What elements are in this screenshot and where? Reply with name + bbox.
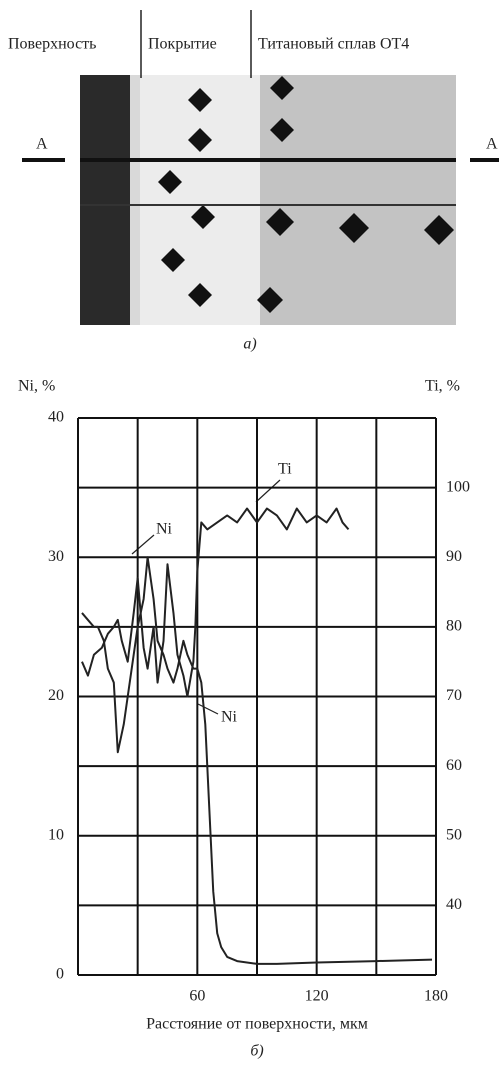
y2-tick-label: 40 [446,896,462,913]
region-label: Поверхность [8,36,96,53]
x-tick-label: 180 [424,988,448,1005]
x-axis-label: Расстояние от поверхности, мкм [146,1016,368,1033]
micrograph [22,10,499,325]
y-tick-label: 30 [48,548,64,565]
y-tick-label: 20 [48,687,64,704]
section-marker: А [486,136,498,153]
annotation: Ni [221,709,238,726]
region-label: Покрытие [148,36,217,53]
x-tick-label: 60 [189,988,205,1005]
annotation: Ni [156,521,173,538]
y-tick-label: 0 [56,966,64,983]
y2-tick-label: 70 [446,687,462,704]
y-axis-label: Ni, % [18,378,55,395]
line-series [81,507,350,698]
y2-tick-label: 60 [446,757,462,774]
y2-tick-label: 50 [446,826,462,843]
caption: а) [243,336,256,353]
y2-tick-label: 80 [446,618,462,635]
y2-tick-label: 100 [446,478,470,495]
line-series [81,556,433,965]
leaders [131,479,281,715]
section-marker: А [36,136,48,153]
y-tick-label: 40 [48,409,64,426]
annotation: Ti [278,461,292,478]
y2-axis-label: Ti, % [425,378,460,395]
y2-tick-label: 90 [446,548,462,565]
y-tick-label: 10 [48,826,64,843]
x-tick-label: 120 [305,988,329,1005]
caption: б) [250,1043,263,1060]
region-label: Титановый сплав ОТ4 [258,36,409,53]
